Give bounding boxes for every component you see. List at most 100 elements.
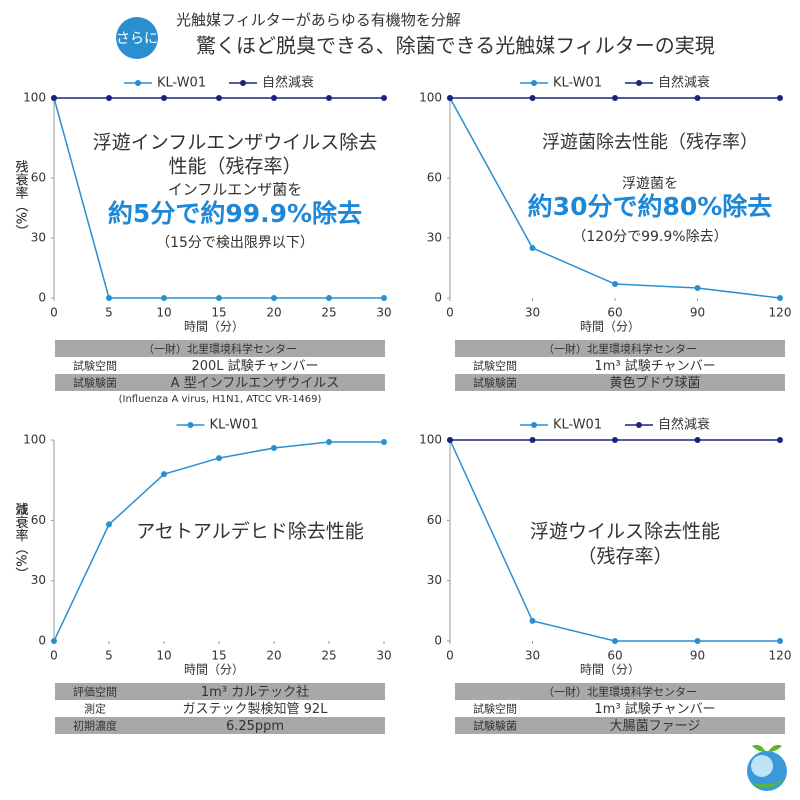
data-point — [106, 295, 112, 301]
table-label: 試験験菌 — [473, 376, 517, 390]
table-row-bg — [55, 374, 385, 391]
data-point — [326, 439, 332, 446]
data-point — [216, 295, 222, 301]
annotation: 浮遊インフルエンザウイルス除去 — [93, 132, 377, 154]
y-tick-label: 100 — [419, 91, 442, 105]
table-value: A 型インフルエンザウイルス — [171, 376, 340, 391]
x-tick-label: 5 — [105, 306, 113, 320]
table-header: （一財）北里環境科学センター — [143, 342, 297, 356]
x-tick-label: 10 — [156, 649, 171, 663]
y-axis-label: 残衰率（%） — [13, 160, 29, 237]
x-tick-label: 90 — [690, 649, 705, 663]
data-point — [694, 95, 701, 101]
table-label: 試験空間 — [473, 702, 517, 716]
x-tick-label: 30 — [376, 649, 391, 663]
data-point — [447, 95, 453, 101]
x-tick-label: 30 — [376, 306, 391, 320]
y-tick-label: 60 — [31, 171, 46, 185]
y-tick-label: 30 — [31, 573, 46, 587]
legend-marker — [135, 80, 141, 86]
data-point — [612, 437, 618, 443]
data-point — [106, 521, 112, 528]
table-value: 1m³ カルテック社 — [201, 684, 309, 700]
y-tick-label: 0 — [38, 291, 46, 305]
x-tick-label: 15 — [211, 306, 226, 320]
legend-label: KL-W01 — [157, 76, 206, 91]
data-point — [529, 617, 536, 624]
data-point — [271, 445, 277, 452]
legend-marker — [240, 80, 246, 86]
table-label: 試験空間 — [473, 359, 517, 373]
legend-marker — [531, 80, 537, 86]
annotation: 性能（残存率） — [168, 156, 301, 178]
y-tick-label: 0 — [434, 634, 442, 648]
table-row-bg — [455, 717, 785, 734]
x-tick-label: 25 — [321, 649, 336, 663]
table-value: 黄色ブドウ球菌 — [609, 375, 700, 391]
data-point — [381, 295, 387, 301]
legend-label: 自然減衰 — [658, 417, 710, 433]
legend-label: KL-W01 — [553, 76, 602, 91]
table-row-bg — [55, 340, 385, 357]
data-point — [694, 437, 701, 443]
y-axis-label: 残衰率（%） — [13, 160, 29, 237]
data-point — [161, 95, 167, 101]
data-point — [777, 95, 783, 101]
data-point — [216, 95, 222, 101]
legend-marker — [636, 80, 642, 86]
x-axis-label: 時間（分） — [580, 320, 640, 334]
table-header: （一財）北里環境科学センター — [543, 342, 697, 356]
x-tick-label: 120 — [769, 306, 792, 320]
legend-label: 自然減衰 — [658, 75, 710, 91]
table-row-bg — [455, 340, 785, 357]
data-point — [381, 95, 387, 101]
badge: さらに — [116, 31, 158, 47]
table-label: 試験空間 — [73, 359, 117, 373]
highlight-annotation: 約5分で約99.9%除去 — [108, 199, 362, 228]
legend-marker — [531, 422, 537, 428]
x-axis-label: 時間（分） — [580, 663, 640, 677]
x-tick-label: 20 — [266, 306, 281, 320]
annotation: （残存率） — [577, 546, 672, 568]
table-label: 試験験菌 — [73, 376, 117, 390]
x-tick-label: 15 — [211, 649, 226, 663]
x-tick-label: 0 — [50, 649, 58, 663]
annotation: （15分で検出限界以下） — [156, 235, 314, 251]
x-tick-label: 120 — [769, 649, 792, 663]
header-line2: 驚くほど脱臭できる、除菌できる光触媒フィルターの実現 — [196, 34, 715, 58]
table-header: （一財）北里環境科学センター — [543, 685, 697, 699]
data-point — [612, 95, 618, 101]
annotation: （120分で99.9%除去） — [572, 229, 727, 245]
x-tick-label: 25 — [321, 306, 336, 320]
x-tick-label: 5 — [105, 649, 113, 663]
x-tick-label: 0 — [446, 649, 454, 663]
y-tick-label: 60 — [427, 513, 442, 527]
y-tick-label: 0 — [38, 634, 46, 648]
table-row-bg — [55, 683, 385, 700]
data-point — [529, 245, 536, 251]
data-point — [694, 285, 701, 291]
y-tick-label: 60 — [31, 513, 46, 527]
data-point — [326, 295, 332, 301]
y-tick-label: 60 — [427, 171, 442, 185]
x-tick-label: 30 — [525, 649, 540, 663]
x-tick-label: 0 — [446, 306, 454, 320]
data-point — [447, 437, 453, 443]
data-point — [529, 95, 536, 101]
annotation: インフルエンザ菌を — [168, 181, 303, 199]
data-point — [106, 95, 112, 101]
legend-label: 自然減衰 — [262, 75, 314, 91]
table-value: 200L 試験チャンバー — [191, 358, 318, 374]
y-tick-label: 30 — [427, 231, 442, 245]
y-tick-label: 30 — [31, 231, 46, 245]
y-tick-label: 100 — [419, 433, 442, 447]
x-tick-label: 10 — [156, 306, 171, 320]
x-tick-label: 0 — [50, 306, 58, 320]
y-tick-label: 100 — [23, 91, 46, 105]
data-point — [529, 437, 536, 443]
table-label: 試験験菌 — [473, 719, 517, 733]
table-label: 測定 — [84, 702, 106, 716]
data-point — [694, 638, 701, 644]
table-value: 大腸菌ファージ — [610, 719, 701, 734]
x-axis-label: 時間（分） — [184, 663, 244, 677]
